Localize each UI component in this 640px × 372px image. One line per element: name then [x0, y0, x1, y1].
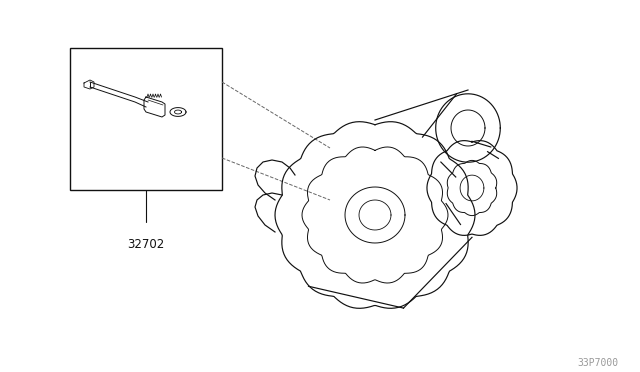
Bar	[70, 48, 222, 190]
Text: 33P7000: 33P7000	[577, 358, 618, 368]
Text: 32702: 32702	[127, 238, 164, 251]
